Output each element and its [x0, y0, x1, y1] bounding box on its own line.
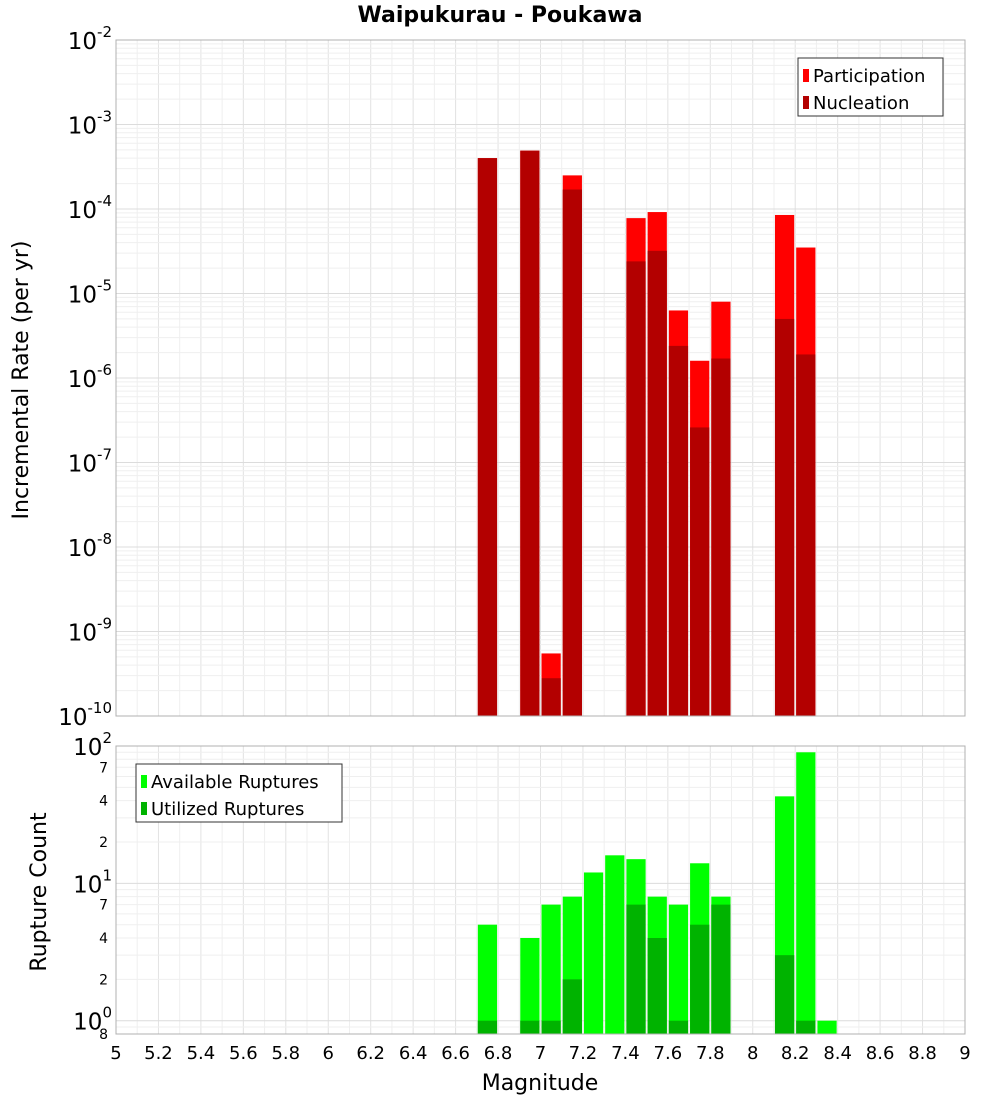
bottom-plot-frame: [115, 745, 966, 1035]
bottom-bar-utilized-ruptures: [562, 979, 582, 1034]
bottom-bar-available-ruptures: [817, 1020, 837, 1034]
bottom-y-minor-label: 2: [99, 835, 108, 851]
bottom-x-tick-label: 6: [323, 1043, 334, 1064]
bottom-y-axis-title: Rupture Count: [27, 812, 52, 972]
bottom-x-tick-label: 8.8: [908, 1043, 937, 1064]
bottom-x-tick-label: 7.8: [696, 1043, 725, 1064]
bottom-bar-utilized-ruptures: [541, 1020, 561, 1034]
top-legend-swatch: [803, 69, 809, 82]
chart-title: Waipukurau - Poukawa: [358, 3, 643, 28]
bottom-x-tick-label: 6.8: [484, 1043, 513, 1064]
bottom-y-minor-label: 7: [99, 760, 108, 776]
top-legend-swatch: [803, 96, 809, 109]
bottom-bar-utilized-ruptures: [626, 904, 646, 1034]
top-legend-label: Nucleation: [813, 93, 909, 114]
bottom-x-tick-label: 7.6: [654, 1043, 683, 1064]
top-plot-panel: 10-2 10-3 10-4 10-5 10-6 10-7 10-8 10-9 10-10 Par…: [58, 23, 966, 731]
top-y-tick-label: 10-6: [68, 361, 112, 393]
bottom-x-tick-label: 8.6: [866, 1043, 895, 1064]
top-y-tick-label: 10-3: [68, 108, 112, 140]
top-y-tick-label: 10-2: [68, 23, 112, 55]
bottom-bar-available-ruptures: [668, 904, 689, 1034]
x-axis-title: Magnitude: [482, 1071, 599, 1096]
bottom-bar-utilized-ruptures: [711, 904, 731, 1034]
bottom-x-tick-label: 7.4: [611, 1043, 640, 1064]
top-bar-nucleation: [796, 354, 816, 716]
top-y-tick-labels: 10-2 10-3 10-4 10-5 10-6 10-7 10-8 10-9 10-10: [58, 23, 112, 731]
bottom-x-tick-label: 5.6: [229, 1043, 258, 1064]
bottom-y-tick-labels: 102 101 100 7 4 2 7 4 2 8: [73, 729, 112, 1043]
bottom-x-tick-label: 8.2: [781, 1043, 810, 1064]
bottom-x-tick-label: 6.4: [399, 1043, 428, 1064]
bottom-x-tick-label: 7: [535, 1043, 546, 1064]
bottom-legend: Available Ruptures Utilized Ruptures: [135, 763, 343, 823]
bottom-legend-swatch: [141, 775, 147, 788]
bottom-legend-box: [135, 763, 343, 823]
bottom-x-tick-label: 8: [747, 1043, 758, 1064]
top-bar-nucleation: [541, 678, 561, 716]
top-bars: [477, 150, 816, 717]
bottom-bar-utilized-ruptures: [668, 1020, 689, 1034]
top-y-tick-label: 10-9: [68, 615, 112, 647]
top-bar-nucleation: [647, 250, 667, 716]
bottom-y-minor-label: 4: [99, 794, 108, 810]
top-bar-nucleation: [711, 358, 731, 716]
bottom-x-tick-label: 9: [959, 1043, 970, 1064]
bottom-x-tick-label: 5.4: [187, 1043, 216, 1064]
bottom-y-tick-label: 100: [73, 1004, 112, 1036]
top-y-tick-label: 10-5: [68, 277, 112, 309]
bottom-x-tick-label: 5.2: [144, 1043, 173, 1064]
bottom-legend-label: Available Ruptures: [151, 772, 319, 793]
bottom-bar-utilized-ruptures: [690, 924, 710, 1034]
bottom-x-tick-label: 8.4: [823, 1043, 852, 1064]
bottom-x-tick-label: 6.2: [356, 1043, 385, 1064]
top-legend-label: Participation: [813, 66, 925, 87]
bottom-bar-available-ruptures: [583, 872, 604, 1034]
bottom-bar-utilized-ruptures: [774, 955, 795, 1034]
bottom-x-tick-label: 7.2: [569, 1043, 598, 1064]
top-y-tick-label: 10-4: [68, 192, 112, 224]
top-plot-frame: [115, 39, 966, 717]
top-bar-nucleation: [668, 345, 689, 716]
top-bar-nucleation: [562, 189, 582, 716]
bottom-y-tick-label: 101: [73, 866, 112, 898]
top-bar-nucleation: [520, 150, 540, 716]
bottom-y-minor-label: 7: [99, 898, 108, 914]
bottom-x-tick-label: 6.6: [441, 1043, 470, 1064]
bottom-x-tick-label: 5.8: [271, 1043, 300, 1064]
bottom-bar-available-ruptures: [796, 752, 816, 1034]
bottom-bars: [477, 752, 837, 1034]
top-y-tick-label: 10-10: [58, 699, 112, 731]
top-bar-nucleation: [626, 261, 646, 716]
top-legend-box: [797, 57, 944, 117]
top-y-axis-title: Incremental Rate (per yr): [9, 241, 34, 520]
bottom-bar-utilized-ruptures: [520, 1020, 540, 1034]
bottom-bar-utilized-ruptures: [647, 938, 667, 1034]
bottom-bar-utilized-ruptures: [796, 1020, 816, 1034]
top-legend: Participation Nucleation: [797, 57, 944, 117]
bottom-legend-swatch: [141, 802, 147, 815]
bottom-y-minor-label: 8: [99, 1027, 108, 1043]
top-y-tick-label: 10-8: [68, 530, 112, 562]
bottom-bar-utilized-ruptures: [477, 1020, 498, 1034]
bottom-y-minor-label: 4: [99, 931, 108, 947]
top-bar-nucleation: [774, 318, 795, 716]
bottom-bar-available-ruptures: [541, 904, 561, 1034]
bottom-bar-available-ruptures: [520, 938, 540, 1034]
top-bar-nucleation: [690, 427, 710, 716]
top-grid: [115, 39, 966, 717]
bottom-y-minor-label: 2: [99, 972, 108, 988]
bottom-x-tick-label: 5: [110, 1043, 121, 1064]
top-y-tick-label: 10-7: [68, 446, 112, 478]
bottom-x-tick-labels: 5 5.2 5.4 5.6 5.8 6 6.2 6.4 6.6 6.8 7 7.2 7.4 7.6 7.8 8…: [110, 1043, 970, 1064]
bottom-legend-label: Utilized Ruptures: [151, 799, 304, 820]
bottom-bar-available-ruptures: [605, 855, 625, 1034]
top-bar-nucleation: [477, 158, 498, 717]
bottom-y-tick-label: 102: [73, 729, 112, 761]
bottom-bar-available-ruptures: [477, 924, 498, 1034]
